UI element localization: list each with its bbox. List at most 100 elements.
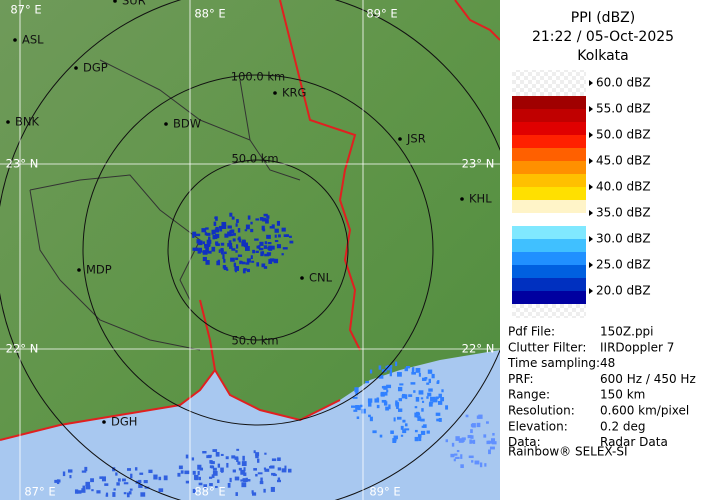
echo <box>273 258 279 264</box>
echo <box>192 247 198 251</box>
echo <box>261 263 266 268</box>
echo <box>427 392 432 397</box>
echo <box>404 428 410 431</box>
echo <box>202 250 207 254</box>
echo <box>234 269 237 273</box>
echo <box>77 490 82 494</box>
legend-arrow <box>589 106 593 112</box>
echo <box>231 248 236 251</box>
echo <box>243 239 246 244</box>
echo <box>262 217 267 222</box>
range-label: 50.0 km <box>231 152 278 166</box>
echo <box>387 364 393 368</box>
echo <box>153 474 158 480</box>
echo <box>241 461 247 467</box>
echo <box>257 458 260 463</box>
echo <box>207 243 211 247</box>
echo <box>397 386 403 392</box>
echo <box>281 468 287 473</box>
echo <box>242 239 245 243</box>
range-label: 100.0 km <box>231 70 285 84</box>
echo <box>220 247 224 251</box>
swatch <box>512 278 586 291</box>
datetime: 21:22 / 05-Oct-2025 <box>532 29 674 45</box>
echo <box>81 470 87 473</box>
echo <box>138 479 142 484</box>
echo <box>271 224 275 229</box>
echo <box>250 255 253 260</box>
echo <box>138 484 143 488</box>
city-label: SUR <box>122 0 146 8</box>
echo <box>236 457 239 463</box>
city-dot <box>460 197 464 201</box>
echo <box>244 229 248 232</box>
echo <box>112 492 116 497</box>
city-dot <box>398 137 402 141</box>
swatch <box>512 109 586 122</box>
echo <box>227 482 231 488</box>
legend-label: 60.0 dBZ <box>596 76 651 90</box>
echo <box>139 472 144 475</box>
legend-label: 40.0 dBZ <box>596 180 651 194</box>
echo <box>352 396 358 399</box>
echo <box>218 225 224 229</box>
echo <box>417 416 422 421</box>
echo <box>215 226 219 232</box>
echo <box>251 260 255 263</box>
echo <box>201 228 207 233</box>
echo <box>395 400 398 405</box>
echo <box>112 467 116 472</box>
swatch <box>512 291 586 304</box>
echo <box>255 250 259 253</box>
legend-label: 20.0 dBZ <box>596 284 651 298</box>
echo <box>259 241 264 246</box>
echo <box>256 262 260 267</box>
echo <box>386 366 390 371</box>
swatch <box>512 96 586 109</box>
info-value: Radar Data <box>600 435 668 449</box>
echo <box>195 248 200 251</box>
echo <box>220 467 224 472</box>
echo <box>423 424 427 428</box>
echo <box>476 422 481 428</box>
city-dot <box>273 91 277 95</box>
echo <box>212 229 216 235</box>
echo <box>198 482 203 486</box>
echo <box>276 220 281 226</box>
echo <box>486 440 491 445</box>
echo <box>192 470 196 475</box>
legend-arrow <box>589 132 593 138</box>
echo <box>428 388 433 392</box>
info-value: 48 <box>600 356 615 370</box>
echo <box>404 367 409 372</box>
echo <box>438 417 442 422</box>
echo <box>67 469 73 473</box>
echo <box>74 489 79 494</box>
echo <box>224 251 227 255</box>
echo <box>274 240 279 243</box>
echo <box>264 241 268 245</box>
echo <box>105 492 109 495</box>
echo <box>372 430 377 434</box>
echo <box>438 393 442 398</box>
echo <box>450 453 455 458</box>
echo <box>451 442 455 447</box>
echo <box>211 229 214 235</box>
echo <box>229 246 233 249</box>
echo <box>209 483 213 487</box>
echo <box>268 245 272 251</box>
city-label: DGP <box>83 61 108 75</box>
grid-label: 22° N <box>462 342 495 356</box>
echo <box>238 467 242 471</box>
city-dot <box>77 268 81 272</box>
echo <box>210 461 215 465</box>
echo <box>229 230 234 233</box>
echo <box>350 405 356 408</box>
grid-label: 87° E <box>24 485 55 499</box>
echo <box>242 455 245 461</box>
echo <box>207 454 212 458</box>
swatch <box>512 70 586 96</box>
info-value: 0.2 deg <box>600 419 646 433</box>
echo <box>289 235 292 238</box>
echo <box>192 234 195 238</box>
